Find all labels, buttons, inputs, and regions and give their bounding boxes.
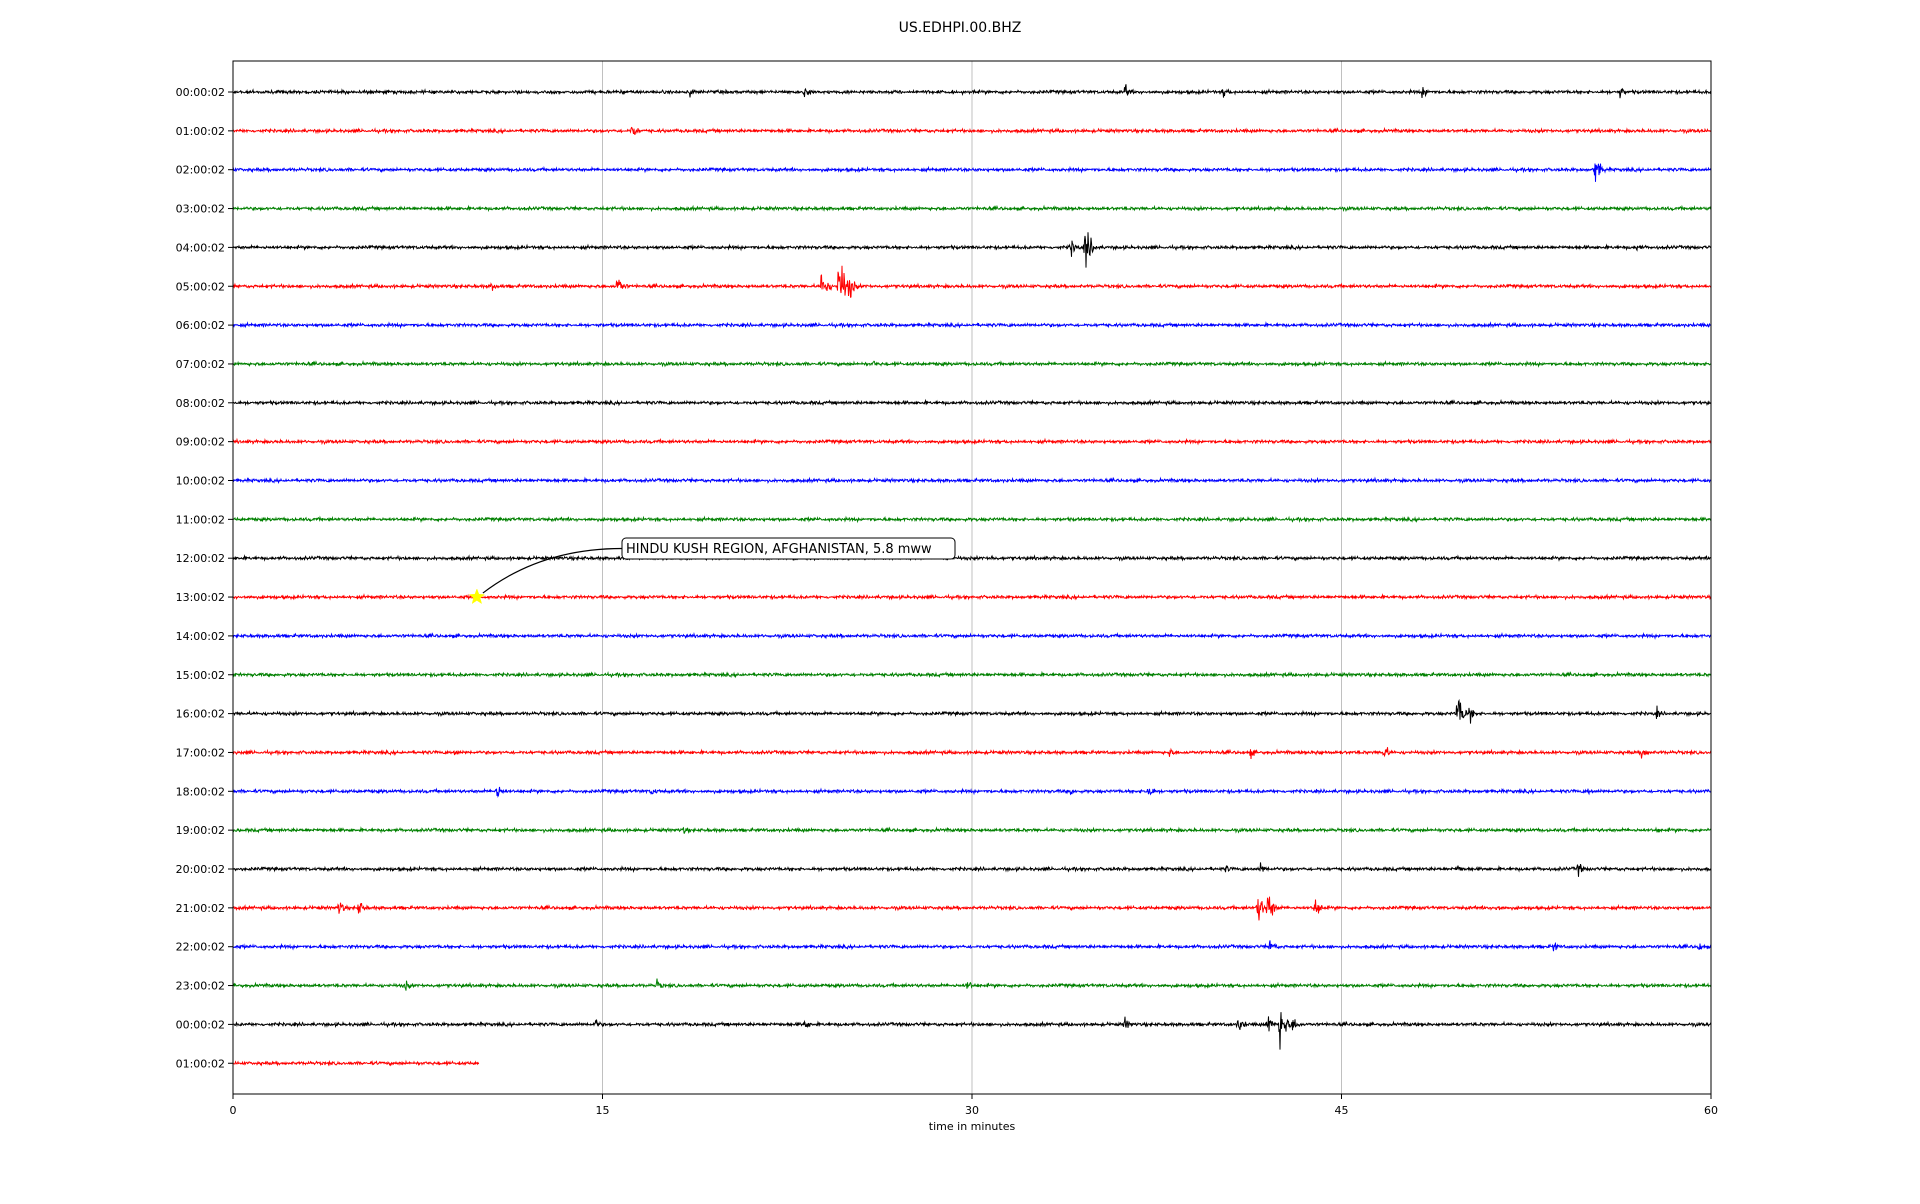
y-tick-label: 00:00:02	[176, 86, 225, 99]
y-tick-label: 00:00:02	[176, 1018, 225, 1031]
x-tick-label: 30	[965, 1104, 979, 1117]
trace-row-18	[232, 786, 1712, 798]
x-tick-label: 45	[1335, 1104, 1349, 1117]
y-tick-label: 09:00:02	[176, 436, 225, 449]
y-tick-label: 13:00:02	[176, 591, 225, 604]
trace-row-5	[232, 265, 1712, 298]
seismic-traces	[232, 84, 1712, 1067]
trace-row-21	[232, 896, 1712, 921]
y-tick-label: 15:00:02	[176, 669, 225, 682]
event-annotation: HINDU KUSH REGION, AFGHANISTAN, 5.8 mww	[468, 537, 956, 605]
y-tick-label: 08:00:02	[176, 397, 225, 410]
trace-row-14	[232, 631, 1712, 640]
y-tick-label: 02:00:02	[176, 164, 225, 177]
y-tick-label: 01:00:02	[176, 125, 225, 138]
y-tick-label: 07:00:02	[176, 358, 225, 371]
x-tick-label: 0	[230, 1104, 237, 1117]
y-tick-label: 11:00:02	[176, 513, 225, 526]
trace-row-11	[232, 515, 1712, 524]
y-tick-label: 06:00:02	[176, 319, 225, 332]
x-tick-label: 15	[596, 1104, 610, 1117]
y-tick-label: 18:00:02	[176, 785, 225, 798]
trace-row-3	[232, 204, 1712, 213]
grid-lines	[602, 61, 1342, 1094]
y-tick-label: 03:00:02	[176, 203, 225, 216]
y-tick-label: 23:00:02	[176, 980, 225, 993]
y-tick-label: 16:00:02	[176, 708, 225, 721]
trace-row-10	[232, 476, 1712, 485]
trace-row-0	[232, 84, 1712, 99]
trace-row-2	[232, 163, 1712, 182]
x-axis-label: time in minutes	[929, 1120, 1016, 1133]
y-tick-label: 01:00:02	[176, 1057, 225, 1070]
y-tick-label: 17:00:02	[176, 746, 225, 759]
y-tick-label: 14:00:02	[176, 630, 225, 643]
trace-row-16	[232, 698, 1711, 724]
trace-row-1	[232, 126, 1712, 135]
trace-row-6	[232, 321, 1712, 330]
trace-row-25	[232, 1059, 480, 1067]
trace-row-9	[232, 437, 1712, 446]
trace-row-7	[232, 359, 1712, 368]
y-tick-label: 21:00:02	[176, 902, 225, 915]
chart-title: US.EDHPI.00.BHZ	[898, 20, 1022, 36]
trace-row-17	[232, 747, 1712, 760]
y-tick-label: 19:00:02	[176, 824, 225, 837]
x-tick-label: 60	[1704, 1104, 1718, 1117]
trace-row-12	[232, 554, 1711, 562]
trace-row-20	[232, 862, 1712, 877]
y-tick-label: 12:00:02	[176, 552, 225, 565]
axis-labels: 00:00:02 01:00:02 02:00:02 03:00:02 04:00:02…	[176, 86, 1718, 1133]
trace-row-19	[232, 826, 1712, 834]
trace-row-8	[232, 398, 1712, 407]
y-tick-label: 05:00:02	[176, 280, 225, 293]
trace-row-24	[232, 1012, 1712, 1050]
annotation-connector	[482, 547, 623, 594]
annotation-box	[621, 537, 956, 560]
event-star-marker	[468, 588, 486, 605]
trace-row-4	[232, 232, 1712, 268]
trace-row-23	[232, 978, 1712, 991]
trace-row-22	[232, 940, 1712, 952]
y-tick-label: 10:00:02	[176, 475, 225, 488]
annotation-text: HINDU KUSH REGION, AFGHANISTAN, 5.8 mww	[626, 542, 932, 557]
trace-row-15	[232, 670, 1712, 679]
y-tick-label: 22:00:02	[176, 941, 225, 954]
y-tick-label: 20:00:02	[176, 863, 225, 876]
y-tick-label: 04:00:02	[176, 241, 225, 254]
